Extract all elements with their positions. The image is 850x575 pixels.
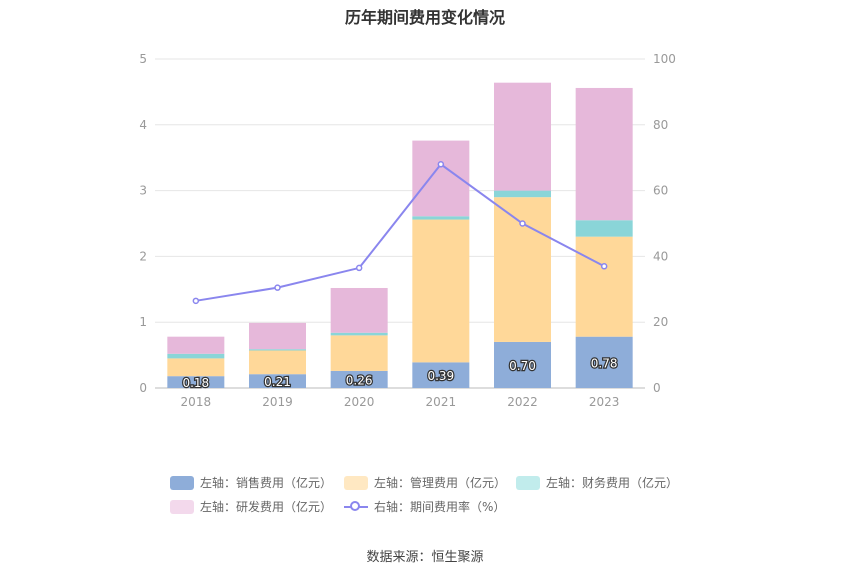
x-axis-tick-label: 2021 [426,395,457,409]
left-axis-tick-label: 5 [139,52,147,66]
bar-sales [167,376,225,388]
x-axis-tick-label: 2019 [262,395,293,409]
bar-rd [575,87,633,221]
legend-item-sales[interactable]: 左轴：销售费用（亿元） [170,474,332,491]
bar-finance [167,353,225,359]
bar-rd [167,336,225,354]
right-axis-tick-label: 80 [653,118,668,132]
bar-sales [249,374,306,388]
x-axis-tick-label: 2018 [181,395,212,409]
legend-label-admin: 左轴：管理费用（亿元） [374,476,507,490]
legend-item-expense-rate[interactable]: 右轴：期间费用率（%） [344,498,505,515]
bar-data-label: 0.78 [591,356,618,370]
bar-data-label: 0.18 [182,376,209,390]
chart-plot: 0 1 2 3 4 5 0 20 40 60 80 100 2018 2019 2020 2021 2022 20… [139,52,676,409]
bar-admin [167,358,225,377]
x-axis-tick-label: 2020 [344,395,375,409]
bar-sales [494,341,551,388]
x-axis-tick-label: 2022 [507,395,538,409]
left-axis-tick-label: 1 [139,315,147,329]
expense-rate-line [195,162,605,302]
legend-label-sales: 左轴：销售费用（亿元） [200,476,333,490]
left-axis-tick-label: 4 [139,118,147,132]
legend-label-expense-rate: 右轴：期间费用率（%） [374,500,506,514]
bar-admin [330,335,388,371]
legend-swatch-admin [344,475,368,490]
bar-finance [412,216,470,220]
bar-data-label: 0.21 [264,375,291,389]
bar-finance [330,332,388,336]
legend-swatch-sales [170,475,194,490]
bar-admin [494,197,551,342]
bar-admin [412,219,470,363]
legend-swatch-expense-rate [344,500,368,514]
bar-finance [249,349,306,351]
bar-admin [249,350,306,375]
bar-sales [575,336,633,388]
legend-item-rd[interactable]: 左轴：研发费用（亿元） [170,498,332,515]
left-axis-tick-label: 2 [139,249,147,263]
bar-finance [575,220,633,237]
expense-rate-point [355,264,363,272]
expense-rate-point [437,161,445,168]
data-source-note: 数据来源：恒生聚源 [366,550,484,565]
expense-rate-point [519,220,526,227]
left-axis-tick-label: 3 [139,184,147,198]
expense-rate-point [274,284,281,291]
right-axis-tick-label: 0 [653,381,661,395]
expense-rate-point [192,297,200,305]
bar-rd [330,287,388,333]
legend-swatch-rd [170,499,194,514]
legend-label-finance: 左轴：财务费用（亿元） [546,476,679,490]
bar-rd [494,82,551,191]
bar-data-label: 0.39 [427,369,454,383]
legend-item-finance[interactable]: 左轴：财务费用（亿元） [516,474,678,491]
x-axis-tick-label: 2023 [589,395,620,409]
left-axis-tick-label: 0 [139,381,147,395]
legend-swatch-finance [516,475,540,490]
right-axis-tick-label: 100 [653,52,676,66]
legend-label-rd: 左轴：研发费用（亿元） [200,500,333,514]
bar-data-label: 0.26 [346,373,373,387]
bar-admin [575,236,633,337]
bar-sales [412,362,470,388]
right-axis-tick-label: 40 [653,249,668,263]
bar-data-label: 0.70 [509,359,536,373]
bar-finance [494,190,551,198]
right-axis-tick-label: 20 [653,315,668,329]
chart-title: 历年期间费用变化情况 [344,8,505,27]
bar-rd [249,322,306,350]
expense-rate-point [600,263,608,270]
bar-sales [330,370,388,388]
right-axis-tick-label: 60 [653,184,668,198]
legend-item-admin[interactable]: 左轴：管理费用（亿元） [344,474,506,491]
